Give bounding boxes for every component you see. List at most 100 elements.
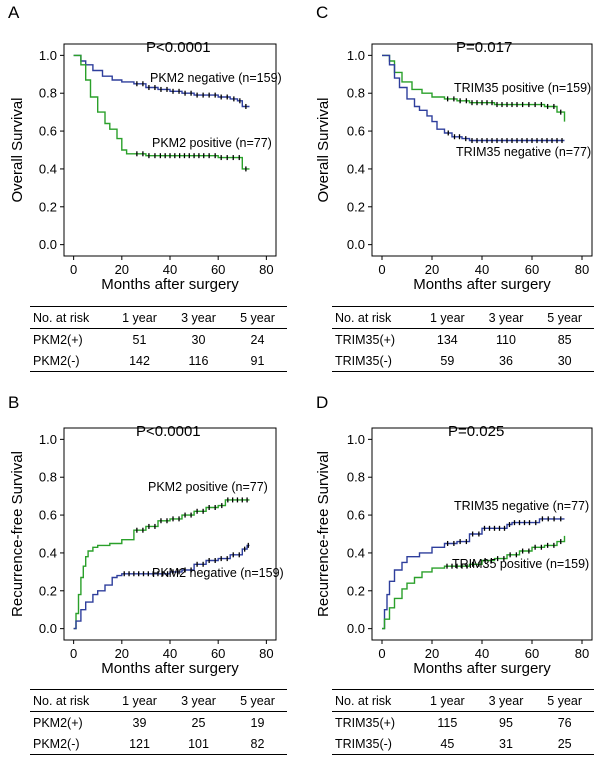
- curve-label: TRIM35 positive (n=159): [452, 557, 589, 571]
- y-axis-label: Recurrence-free Survival: [9, 451, 26, 617]
- risk-value: 82: [250, 736, 265, 751]
- risk-header-5-year: 5 year: [240, 310, 275, 325]
- x-tick-label: 40: [475, 262, 489, 277]
- x-tick-label: 40: [163, 646, 177, 661]
- risk-value: 59: [440, 353, 455, 368]
- risk-value: 25: [557, 736, 572, 751]
- y-tick-label: 0.4: [39, 161, 57, 176]
- risk-value: 101: [188, 736, 209, 751]
- table-row: PKM2(+) 39 25 19: [30, 712, 287, 734]
- risk-group: TRIM35(+): [335, 715, 396, 730]
- table-row: TRIM35(-) 45 31 25: [332, 733, 594, 755]
- km-chart-d: 0.0 0.2 0.4 0.6 0.8 1.0 0 20 40 60 80 Months after …: [315, 423, 593, 677]
- km-curve-green: [73, 54, 250, 170]
- p-value-label: P<0.0001: [146, 39, 211, 56]
- curve-label: PKM2 positive (n=77): [152, 136, 272, 150]
- x-tick-label: 0: [70, 646, 77, 661]
- risk-value: 39: [132, 715, 147, 730]
- km-chart-c: 0.0 0.2 0.4 0.6 0.8 1.0 0 20 40 60 80 Months after …: [315, 39, 593, 293]
- x-tick-label: 40: [163, 262, 177, 277]
- x-axis-label: Months after surgery: [101, 276, 239, 293]
- risk-value: 36: [499, 353, 513, 368]
- y-tick-label: 0.2: [347, 583, 365, 598]
- risk-header-1-year: 1 year: [122, 310, 157, 325]
- risk-table-d: No. at risk 1 year 3 year 5 year TRIM35(…: [332, 689, 594, 755]
- x-tick-label: 20: [115, 262, 129, 277]
- km-chart-a: 0.0 0.2 0.4 0.6 0.8 1.0 0 20 40 60 80 Months after …: [9, 39, 282, 293]
- x-tick-label: 0: [378, 646, 385, 661]
- x-tick-label: 20: [425, 646, 439, 661]
- curve-label: PKM2 negative (n=159): [152, 566, 284, 580]
- y-tick-label: 0.8: [39, 86, 57, 101]
- y-tick-label: 0.2: [347, 199, 365, 214]
- plot-frame: [63, 427, 277, 641]
- x-tick-label: 20: [115, 646, 129, 661]
- risk-group: PKM2(+): [33, 332, 83, 347]
- risk-header-1-year: 1 year: [429, 693, 465, 708]
- y-tick-label: 1.0: [347, 432, 365, 447]
- y-tick-label: 0.6: [39, 508, 57, 523]
- km-curve-blue: [382, 518, 565, 630]
- y-tick-label: 0.8: [39, 470, 57, 485]
- risk-group: PKM2(+): [33, 715, 83, 730]
- risk-header-label: No. at risk: [33, 310, 90, 325]
- y-axis-label: Overall Survival: [315, 97, 332, 202]
- risk-header-3-year: 3 year: [181, 693, 216, 708]
- risk-value: 25: [191, 715, 206, 730]
- risk-table-header: No. at risk 1 year 3 year 5 year: [30, 306, 287, 329]
- y-tick-label: 0.6: [39, 124, 57, 139]
- curve-label: PKM2 negative (n=159): [150, 71, 282, 85]
- risk-value: 116: [188, 353, 209, 368]
- curve-label: PKM2 positive (n=77): [148, 480, 268, 494]
- panel-letter: D: [316, 393, 329, 412]
- y-tick-label: 0.0: [39, 237, 57, 252]
- km-curve-green: [382, 54, 566, 122]
- table-row: PKM2(+) 51 30 24: [30, 329, 287, 351]
- risk-group: TRIM35(-): [335, 353, 392, 368]
- curve-label: TRIM35 negative (n=77): [454, 499, 589, 513]
- table-row: PKM2(-) 142 116 91: [30, 350, 287, 372]
- risk-header-label: No. at risk: [335, 310, 392, 325]
- table-row: TRIM35(-) 59 36 30: [332, 350, 594, 372]
- x-tick-label: 80: [575, 262, 589, 277]
- km-curve-blue: [382, 54, 565, 142]
- y-tick-label: 0.4: [39, 545, 57, 560]
- risk-table-a: No. at risk 1 year 3 year 5 year PKM2(+)…: [30, 306, 287, 372]
- risk-value: 142: [129, 353, 150, 368]
- risk-header-5-year: 5 year: [547, 310, 583, 325]
- table-row: TRIM35(+) 115 95 76: [332, 712, 594, 734]
- x-tick-label: 80: [259, 646, 273, 661]
- risk-header-3-year: 3 year: [181, 310, 216, 325]
- risk-value: 30: [557, 353, 572, 368]
- p-value-label: P=0.017: [456, 39, 512, 56]
- risk-table-b: No. at risk 1 year 3 year 5 year PKM2(+)…: [30, 689, 287, 755]
- y-tick-label: 0.2: [39, 199, 57, 214]
- risk-group: PKM2(-): [33, 353, 80, 368]
- x-tick-label: 60: [525, 646, 539, 661]
- risk-value: 45: [440, 736, 455, 751]
- y-tick-label: 0.6: [347, 508, 365, 523]
- risk-value: 51: [132, 332, 147, 347]
- risk-header-label: No. at risk: [33, 693, 90, 708]
- risk-group: TRIM35(+): [335, 332, 396, 347]
- risk-table-header: No. at risk 1 year 3 year 5 year: [332, 689, 594, 712]
- y-tick-label: 0.4: [347, 161, 365, 176]
- y-axis-label: Recurrence-free Survival: [315, 451, 332, 617]
- risk-header-3-year: 3 year: [488, 693, 524, 708]
- y-tick-label: 1.0: [347, 48, 365, 63]
- x-axis-label: Months after surgery: [413, 276, 551, 293]
- x-tick-label: 0: [378, 262, 385, 277]
- x-axis-label: Months after surgery: [101, 660, 239, 677]
- y-tick-label: 0.2: [39, 583, 57, 598]
- y-tick-label: 0.4: [347, 545, 365, 560]
- risk-header-3-year: 3 year: [488, 310, 524, 325]
- table-row: PKM2(-) 121 101 82: [30, 733, 287, 755]
- curve-label: TRIM35 positive (n=159): [454, 81, 591, 95]
- risk-value: 76: [557, 715, 572, 730]
- y-axis-label: Overall Survival: [9, 97, 26, 202]
- x-axis-label: Months after surgery: [413, 660, 551, 677]
- risk-value: 30: [191, 332, 206, 347]
- p-value-label: P=0.025: [448, 423, 504, 440]
- km-curve-green: [73, 499, 250, 630]
- x-tick-label: 60: [211, 646, 225, 661]
